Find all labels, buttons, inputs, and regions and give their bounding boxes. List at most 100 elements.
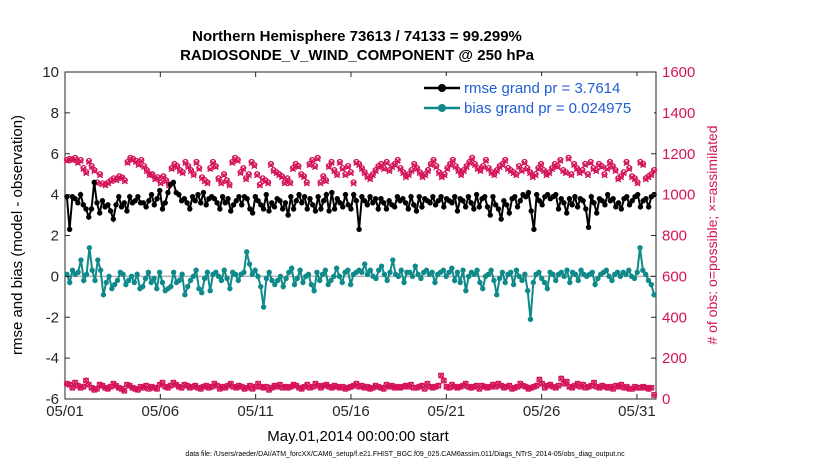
rmse-series-marker xyxy=(416,193,422,200)
bias-series-marker xyxy=(297,267,303,273)
rmse-series-marker xyxy=(187,206,193,212)
bias-series-marker xyxy=(244,249,250,255)
obs-possible-marker xyxy=(540,167,547,174)
y-left-tick-label: -2 xyxy=(46,309,59,326)
obs-possible-marker xyxy=(546,169,553,176)
rmse-series-marker xyxy=(233,198,239,204)
obs-assimilated-marker xyxy=(485,165,492,173)
rmse-series-marker xyxy=(64,193,70,200)
obs-assimilated-marker xyxy=(626,165,633,173)
obs-assimilated-marker xyxy=(356,161,363,169)
rmse-series-marker xyxy=(127,193,133,200)
obs-possible-marker xyxy=(400,169,407,176)
obs-possible-marker xyxy=(314,154,321,161)
y-right-tick-label: 1600 xyxy=(662,64,695,81)
rmse-series-marker xyxy=(495,206,502,212)
obs-possible-marker xyxy=(80,165,87,172)
x-tick-label: 05/21 xyxy=(428,403,466,420)
bias-series-marker xyxy=(415,271,421,278)
obs-possible-marker xyxy=(66,155,73,162)
bias-series-marker xyxy=(314,269,320,275)
bias-series-marker xyxy=(283,275,289,282)
bias-series-marker xyxy=(406,269,413,275)
rmse-series-marker xyxy=(329,189,335,196)
obs-possible-marker xyxy=(584,171,591,178)
bias-series-marker xyxy=(218,277,225,284)
bias-series-marker xyxy=(151,275,157,282)
obs-assimilated-marker xyxy=(562,170,569,177)
rmse-series-marker xyxy=(544,191,551,198)
rmse-series-marker xyxy=(225,196,231,202)
obs-assimilated-marker xyxy=(229,159,236,167)
bias-series-marker xyxy=(544,285,551,292)
obs-possible-marker xyxy=(380,165,387,172)
obs-possible-marker xyxy=(124,158,131,165)
bias-series-marker xyxy=(190,273,197,280)
rmse-series-marker xyxy=(482,193,488,200)
bias-series-marker xyxy=(432,279,438,286)
rmse-series-marker xyxy=(96,210,103,216)
rmse-series-marker xyxy=(400,196,406,202)
rmse-series-marker xyxy=(438,193,444,200)
rmse-series-marker xyxy=(116,193,122,200)
bias-series-marker xyxy=(145,269,152,275)
obs-possible-low-marker xyxy=(563,378,570,385)
rmse-series-marker xyxy=(307,196,313,202)
rmse-series-marker xyxy=(498,216,504,222)
obs-possible-low-marker xyxy=(533,382,540,389)
bias-series-marker xyxy=(213,269,219,275)
obs-assimilated-marker xyxy=(157,180,164,187)
rmse-series-marker xyxy=(599,198,605,204)
obs-assimilated-marker xyxy=(361,170,368,177)
bias-series-marker xyxy=(176,277,182,284)
bias-series-marker xyxy=(126,277,132,284)
bias-series-marker xyxy=(617,273,624,280)
rmse-series-marker xyxy=(91,179,97,186)
obs-assimilated-marker xyxy=(466,159,473,167)
rmse-series-marker xyxy=(441,204,447,210)
y-right-tick-label: 1000 xyxy=(662,187,695,204)
bias-series-marker xyxy=(477,279,483,286)
rmse-series-marker xyxy=(157,187,163,194)
obs-possible-marker xyxy=(626,165,633,172)
obs-possible-marker xyxy=(303,179,310,186)
obs-assimilated-marker xyxy=(320,174,327,181)
obs-assimilated-marker xyxy=(584,172,592,179)
bias-series-marker xyxy=(154,285,160,292)
rmse-series-marker xyxy=(484,204,491,210)
rmse-series-marker xyxy=(413,208,420,214)
rmse-series-marker xyxy=(402,200,409,206)
y-right-tick-label: 600 xyxy=(662,268,687,285)
obs-assimilated-marker xyxy=(347,170,354,177)
rmse-series-marker xyxy=(574,204,581,210)
bias-series-marker xyxy=(260,304,267,310)
obs-possible-marker xyxy=(617,173,625,180)
rmse-series-marker xyxy=(386,198,392,204)
y-left-tick-label: -6 xyxy=(46,391,59,408)
bias-series-marker xyxy=(92,277,98,284)
rmse-series-marker xyxy=(430,193,436,200)
rmse-series-marker xyxy=(154,196,160,202)
obs-possible-marker xyxy=(350,179,357,186)
obs-assimilated-marker xyxy=(289,165,297,173)
bias-series-marker xyxy=(89,267,95,273)
obs-assimilated-marker xyxy=(83,170,90,177)
rmse-series-marker xyxy=(252,193,259,200)
bias-series-marker xyxy=(269,277,275,284)
bias-series-marker xyxy=(519,277,525,284)
rmse-series-marker xyxy=(503,202,510,208)
rmse-series-marker xyxy=(356,226,362,233)
obs-assimilated-marker xyxy=(606,159,614,167)
obs-possible-marker xyxy=(444,165,451,172)
obs-possible-marker xyxy=(154,174,161,181)
obs-possible-marker xyxy=(521,158,528,165)
bias-series-marker xyxy=(572,271,579,278)
obs-possible-marker xyxy=(573,165,580,172)
obs-assimilated-marker xyxy=(88,163,95,171)
obs-assimilated-marker xyxy=(190,172,197,179)
bias-series-marker xyxy=(168,283,174,290)
obs-possible-marker xyxy=(141,162,148,170)
rmse-series-marker xyxy=(113,202,119,208)
obs-possible-marker xyxy=(538,160,545,168)
bias-series-marker xyxy=(367,267,374,273)
